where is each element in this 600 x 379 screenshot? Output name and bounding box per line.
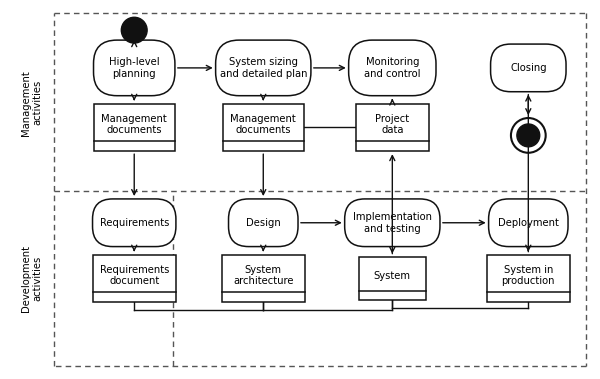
- FancyBboxPatch shape: [349, 40, 436, 96]
- FancyBboxPatch shape: [94, 40, 175, 96]
- Text: System
architecture: System architecture: [233, 265, 293, 286]
- Circle shape: [511, 118, 545, 153]
- FancyBboxPatch shape: [215, 40, 311, 96]
- Text: Requirements: Requirements: [100, 218, 169, 228]
- Bar: [356, 103, 429, 151]
- Text: System sizing
and detailed plan: System sizing and detailed plan: [220, 57, 307, 79]
- Text: System in
production: System in production: [502, 265, 555, 286]
- Text: Implementation
and testing: Implementation and testing: [353, 212, 432, 233]
- FancyBboxPatch shape: [229, 199, 298, 247]
- Text: System: System: [374, 271, 411, 281]
- FancyBboxPatch shape: [491, 44, 566, 92]
- Circle shape: [121, 17, 147, 43]
- Text: High-level
planning: High-level planning: [109, 57, 160, 79]
- Bar: [223, 103, 304, 151]
- Text: Management
documents: Management documents: [230, 114, 296, 135]
- Text: Project
data: Project data: [375, 114, 409, 135]
- Bar: [94, 103, 175, 151]
- Bar: [487, 255, 570, 302]
- Text: Monitoring
and control: Monitoring and control: [364, 57, 421, 79]
- Bar: [359, 257, 426, 300]
- Text: Management
activities: Management activities: [21, 70, 43, 136]
- Bar: [221, 255, 305, 302]
- Text: Development
activities: Development activities: [21, 245, 43, 312]
- Text: Design: Design: [246, 218, 281, 228]
- Text: Management
documents: Management documents: [101, 114, 167, 135]
- Text: Closing: Closing: [510, 63, 547, 73]
- FancyBboxPatch shape: [92, 199, 176, 247]
- Circle shape: [517, 124, 540, 147]
- Text: Requirements
document: Requirements document: [100, 265, 169, 286]
- FancyBboxPatch shape: [488, 199, 568, 247]
- Text: Deployment: Deployment: [498, 218, 559, 228]
- FancyBboxPatch shape: [344, 199, 440, 247]
- Bar: [92, 255, 176, 302]
